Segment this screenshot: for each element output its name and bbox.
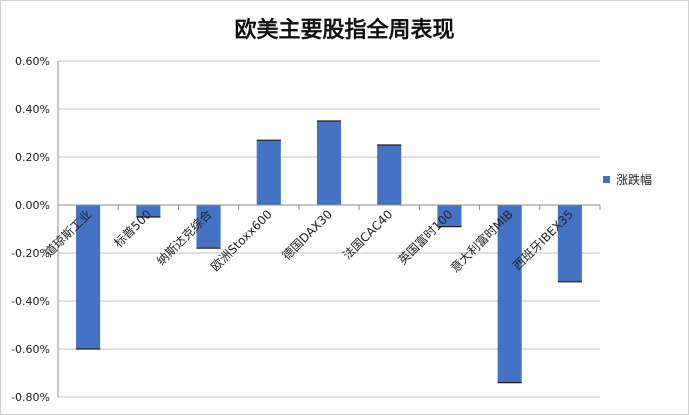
bar (196, 205, 221, 249)
bar (316, 121, 342, 205)
y-tick-label: -0.20% (11, 247, 50, 260)
y-tick-label: 0.60% (15, 55, 50, 68)
bar (557, 205, 582, 282)
y-tick-label: 0.20% (15, 151, 50, 164)
y-tick-label: 0.40% (15, 103, 50, 116)
y-tick-label: -0.60% (11, 343, 50, 356)
bar (377, 145, 402, 205)
category-label: 标普500 (111, 207, 154, 250)
legend-swatch (603, 176, 610, 183)
bar (497, 205, 522, 383)
legend-label: 涨跌幅 (616, 173, 653, 187)
y-tick-label: -0.40% (11, 295, 50, 308)
bars (76, 120, 582, 384)
category-label: 英国富时100 (395, 207, 456, 268)
category-label: 法国CAC40 (340, 207, 395, 262)
y-tick-label: -0.80% (11, 391, 50, 404)
category-label: 德国DAX30 (279, 207, 335, 263)
bar (437, 205, 462, 227)
bar (136, 205, 161, 217)
y-tick-label: 0.00% (15, 199, 50, 212)
chart-title: 欧美主要股指全周表现 (234, 17, 455, 43)
legend: 涨跌幅 (603, 171, 652, 188)
axes (57, 61, 601, 397)
bar (256, 140, 281, 205)
bar (76, 205, 101, 349)
